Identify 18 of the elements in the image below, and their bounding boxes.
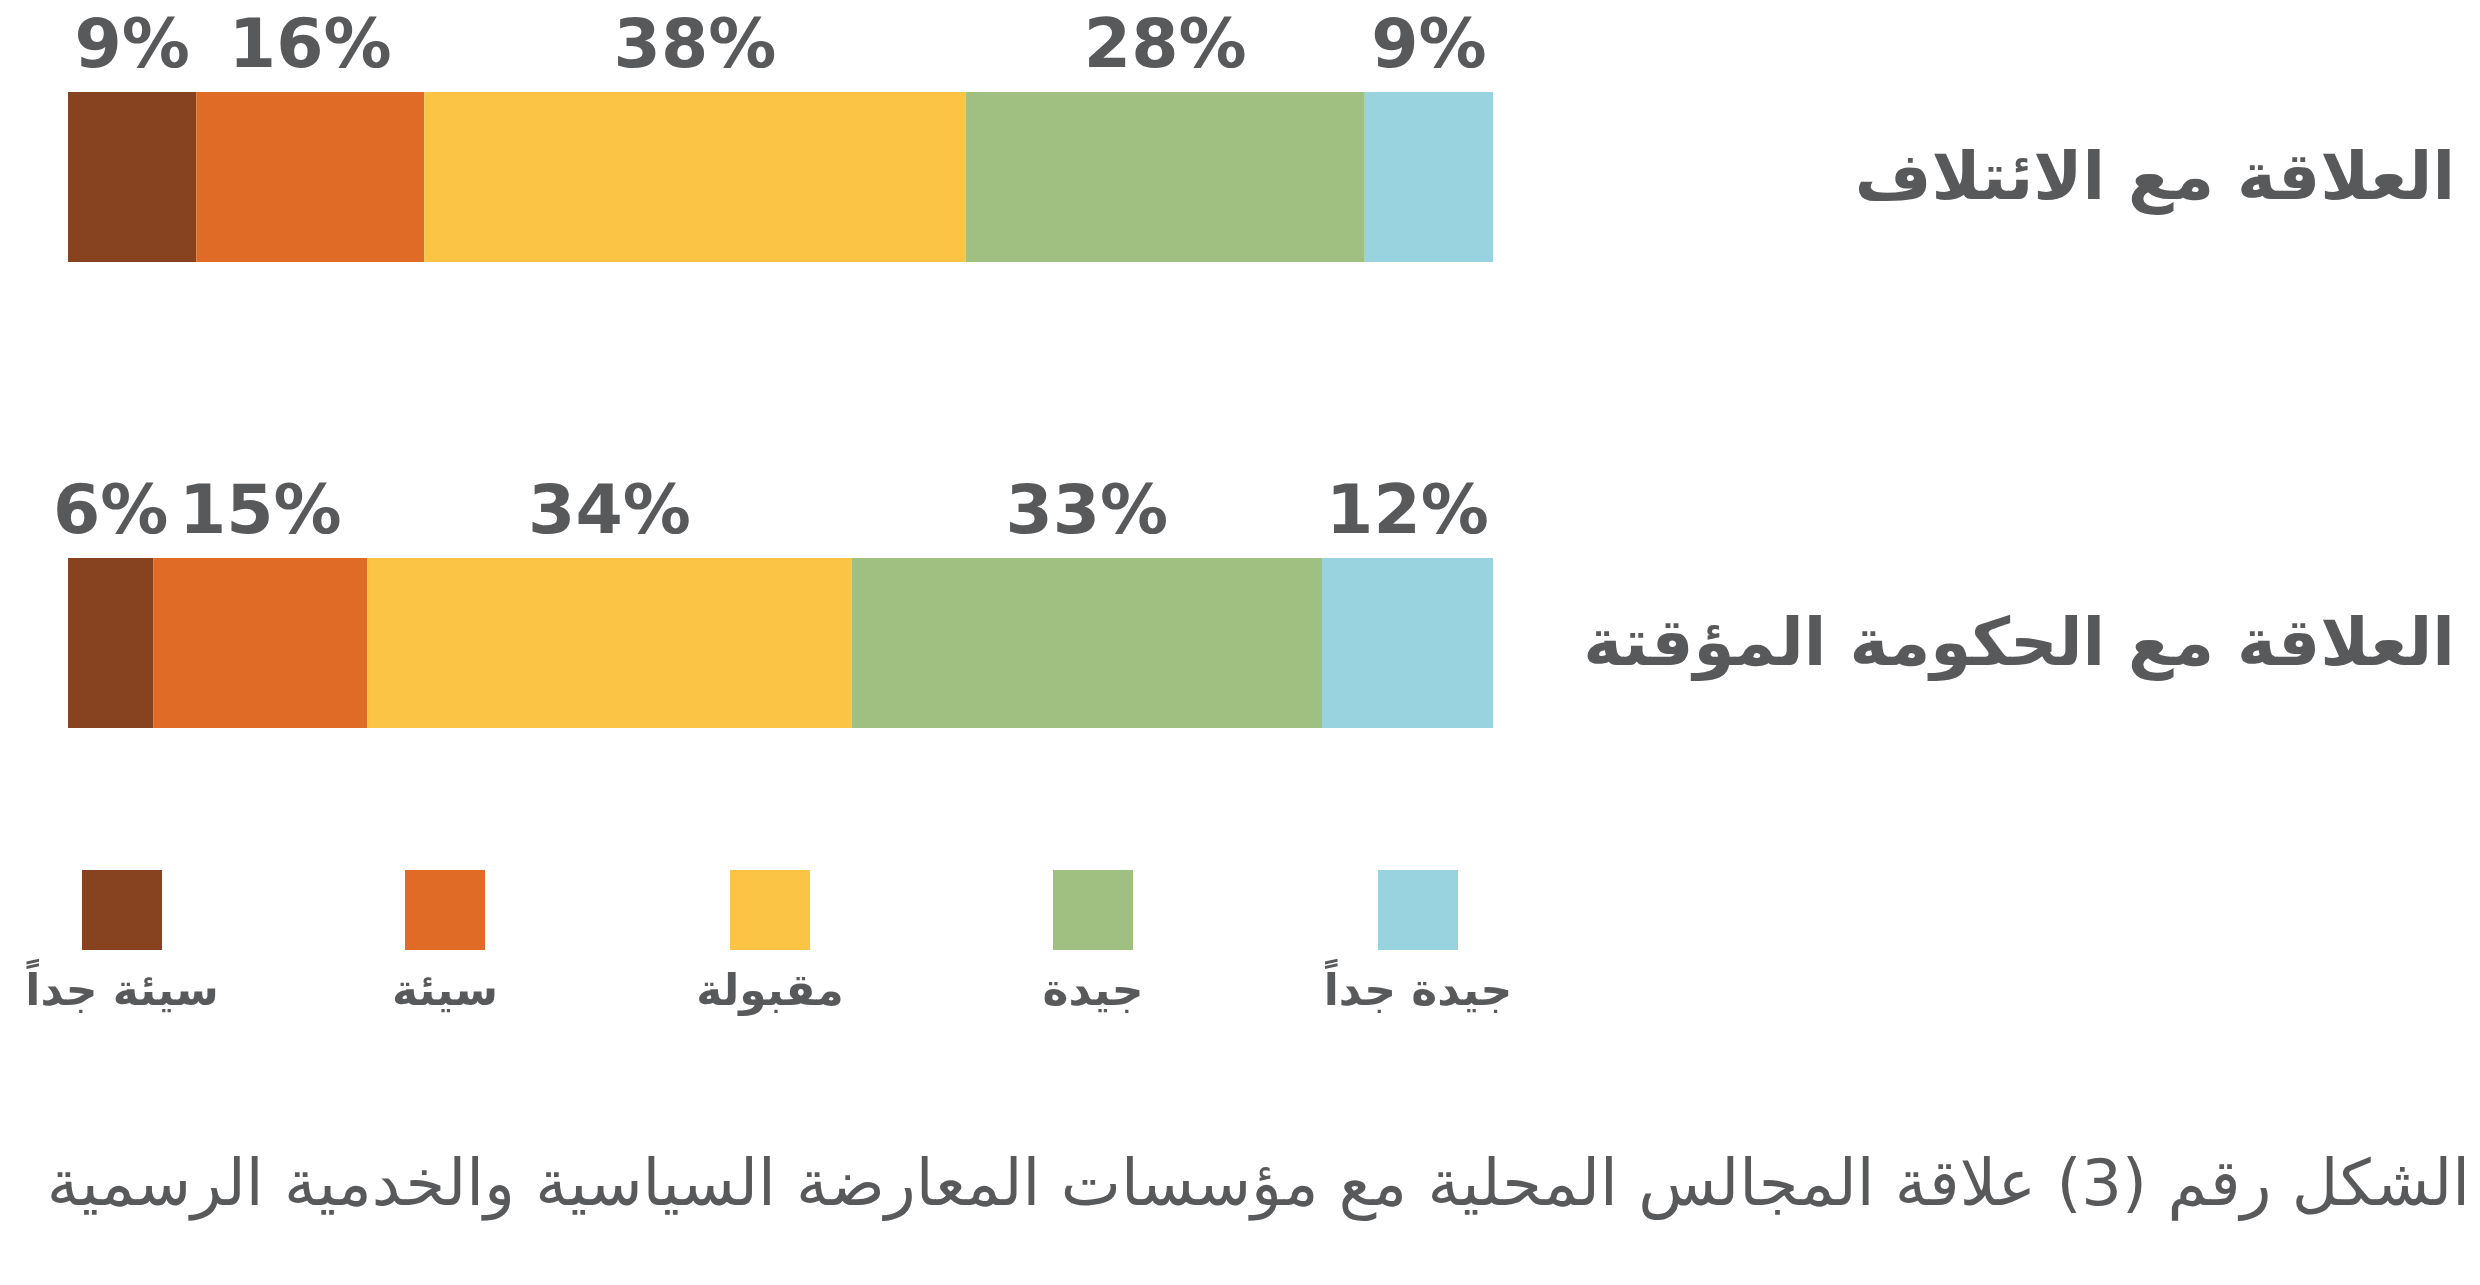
data-label: 9% bbox=[74, 4, 190, 83]
y-tick-label: العلاقة مع الائتلاف bbox=[1854, 138, 2455, 215]
data-label: 9% bbox=[1371, 4, 1487, 83]
legend-label: سيئة bbox=[392, 964, 498, 1015]
legend-label: جيدة bbox=[1042, 964, 1144, 1015]
data-label: 33% bbox=[1005, 470, 1169, 549]
data-label: 28% bbox=[1083, 4, 1247, 83]
data-label: 15% bbox=[178, 470, 342, 549]
data-label: 38% bbox=[613, 4, 777, 83]
text: الشكل رقم (3) علاقة المجالس المحلية مع مؤسسات المعارضة السياسية والخدمية الرسمية bbox=[45, 1146, 2470, 1220]
legend-label: جيدة جداً bbox=[1323, 958, 1513, 1015]
legend-label: مقبولة bbox=[696, 964, 844, 1016]
data-label: 34% bbox=[528, 470, 691, 549]
data-label: 16% bbox=[228, 4, 392, 83]
data-label: 6% bbox=[53, 470, 169, 549]
data-label: 12% bbox=[1326, 470, 1489, 549]
legend-label: سيئة جداً bbox=[25, 958, 219, 1015]
y-tick-label: العلاقة مع الحكومة المؤقتة bbox=[1583, 604, 2455, 682]
